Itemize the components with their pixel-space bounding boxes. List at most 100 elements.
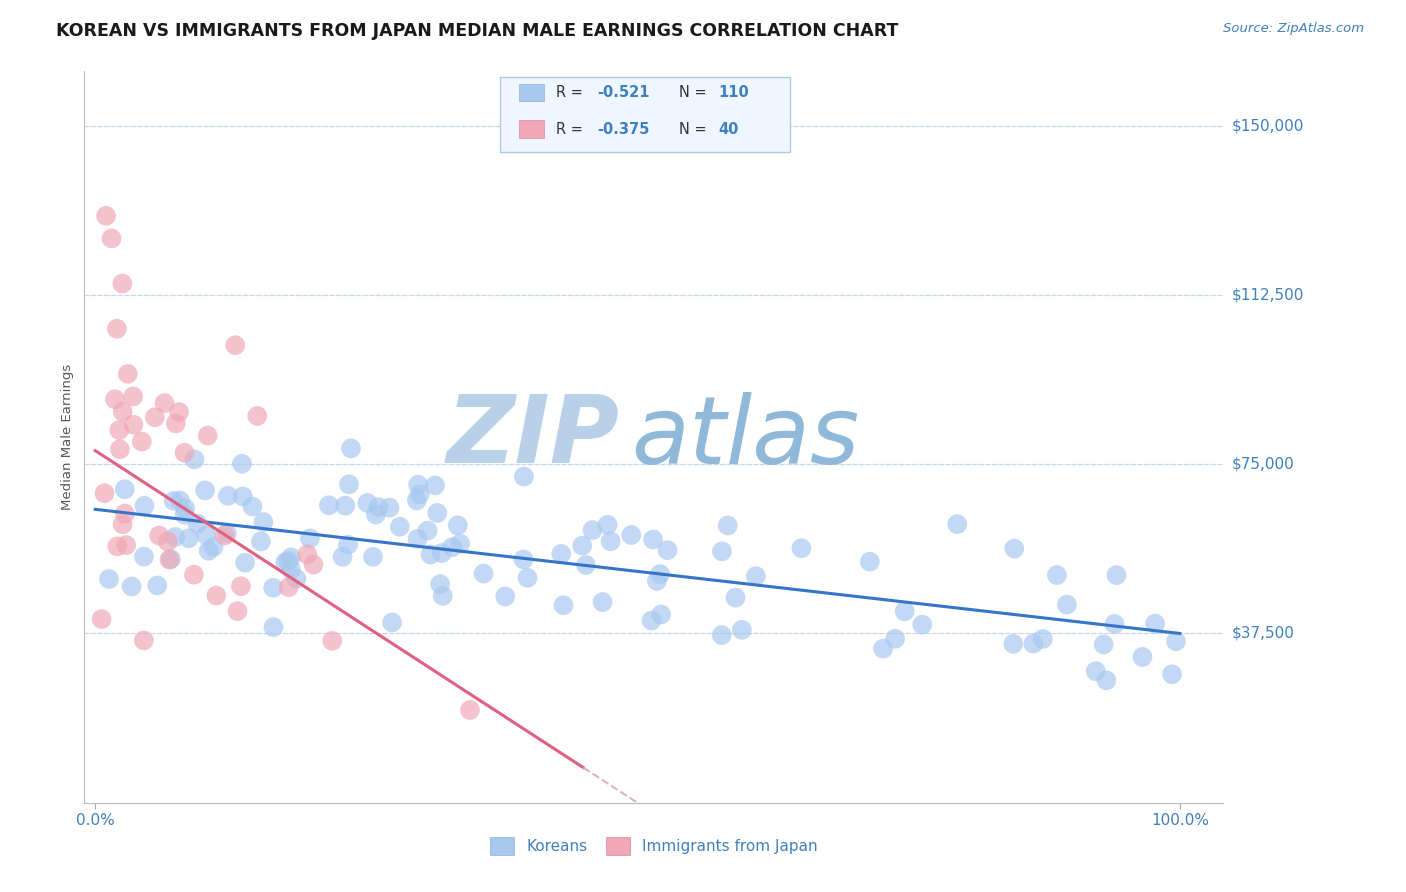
Point bbox=[246, 409, 269, 423]
Point bbox=[367, 500, 389, 514]
Text: $112,500: $112,500 bbox=[1232, 287, 1303, 302]
Point bbox=[710, 544, 733, 558]
Text: 110: 110 bbox=[718, 85, 749, 100]
Point bbox=[233, 556, 256, 570]
Point bbox=[447, 518, 470, 533]
Point bbox=[378, 500, 401, 515]
Point bbox=[1164, 634, 1187, 648]
Text: atlas: atlas bbox=[631, 392, 859, 483]
Point bbox=[285, 572, 308, 586]
Point bbox=[121, 579, 143, 593]
Point bbox=[183, 452, 205, 467]
Point bbox=[645, 574, 668, 588]
Point bbox=[232, 490, 254, 504]
Point bbox=[132, 633, 155, 648]
Point bbox=[650, 607, 672, 622]
Point bbox=[165, 530, 187, 544]
Point bbox=[381, 615, 404, 630]
Point bbox=[643, 533, 665, 547]
Point bbox=[167, 405, 190, 419]
Point bbox=[1105, 568, 1128, 582]
Point bbox=[205, 589, 228, 603]
Point bbox=[250, 534, 273, 549]
Text: $150,000: $150,000 bbox=[1232, 118, 1303, 133]
Point bbox=[1084, 664, 1107, 678]
Point bbox=[318, 498, 340, 512]
FancyBboxPatch shape bbox=[501, 78, 790, 152]
Point bbox=[893, 604, 915, 618]
Point bbox=[426, 506, 449, 520]
Point bbox=[111, 277, 134, 291]
Point bbox=[108, 442, 131, 457]
Text: $75,000: $75,000 bbox=[1232, 457, 1295, 472]
Point bbox=[859, 555, 882, 569]
Text: -0.521: -0.521 bbox=[598, 85, 650, 100]
Point bbox=[194, 483, 217, 498]
Point bbox=[115, 538, 138, 552]
Point bbox=[146, 578, 169, 592]
Point bbox=[302, 558, 325, 572]
Point bbox=[274, 555, 297, 569]
Point bbox=[217, 489, 239, 503]
Point bbox=[884, 632, 907, 646]
Point bbox=[513, 469, 536, 483]
Point bbox=[337, 538, 360, 552]
Point bbox=[105, 539, 128, 553]
Point bbox=[229, 579, 252, 593]
Point bbox=[409, 487, 432, 501]
Text: Source: ZipAtlas.com: Source: ZipAtlas.com bbox=[1223, 22, 1364, 36]
Point bbox=[177, 531, 200, 545]
Point bbox=[111, 517, 134, 532]
Point bbox=[117, 367, 139, 381]
Point bbox=[131, 434, 153, 449]
Point bbox=[429, 577, 451, 591]
Point bbox=[262, 620, 284, 634]
Point bbox=[280, 550, 302, 565]
Text: R =: R = bbox=[555, 121, 588, 136]
Point bbox=[364, 508, 387, 522]
Point bbox=[592, 595, 614, 609]
FancyBboxPatch shape bbox=[519, 120, 544, 138]
Text: ZIP: ZIP bbox=[447, 391, 620, 483]
Point bbox=[156, 534, 179, 549]
Point bbox=[252, 515, 274, 529]
Point bbox=[104, 392, 127, 407]
Point bbox=[122, 417, 145, 432]
Point bbox=[214, 528, 236, 542]
Point bbox=[790, 541, 813, 556]
Point bbox=[1022, 636, 1045, 650]
Point bbox=[356, 496, 378, 510]
Point bbox=[430, 546, 453, 560]
Point bbox=[105, 322, 128, 336]
Point bbox=[277, 580, 299, 594]
Point bbox=[1056, 598, 1078, 612]
Point bbox=[262, 581, 284, 595]
Point bbox=[1092, 637, 1115, 651]
Point bbox=[321, 633, 343, 648]
Point bbox=[173, 508, 195, 522]
Point bbox=[650, 567, 672, 582]
Text: -0.375: -0.375 bbox=[598, 121, 650, 136]
Point bbox=[1104, 616, 1126, 631]
Point bbox=[122, 389, 145, 403]
Point bbox=[405, 493, 427, 508]
Point bbox=[93, 486, 115, 500]
Point bbox=[419, 548, 441, 562]
Point bbox=[550, 547, 572, 561]
Text: R =: R = bbox=[555, 85, 588, 100]
Point bbox=[657, 543, 679, 558]
Point bbox=[416, 524, 439, 538]
Point bbox=[710, 628, 733, 642]
Point bbox=[277, 554, 299, 568]
Point bbox=[163, 494, 186, 508]
Point bbox=[111, 404, 134, 418]
Point bbox=[298, 532, 321, 546]
Point bbox=[406, 532, 429, 546]
Point bbox=[441, 541, 464, 555]
Point bbox=[1032, 632, 1054, 646]
Point bbox=[169, 493, 191, 508]
Point bbox=[745, 569, 768, 583]
Point bbox=[134, 499, 156, 513]
Point bbox=[1002, 541, 1025, 556]
Point bbox=[494, 590, 516, 604]
